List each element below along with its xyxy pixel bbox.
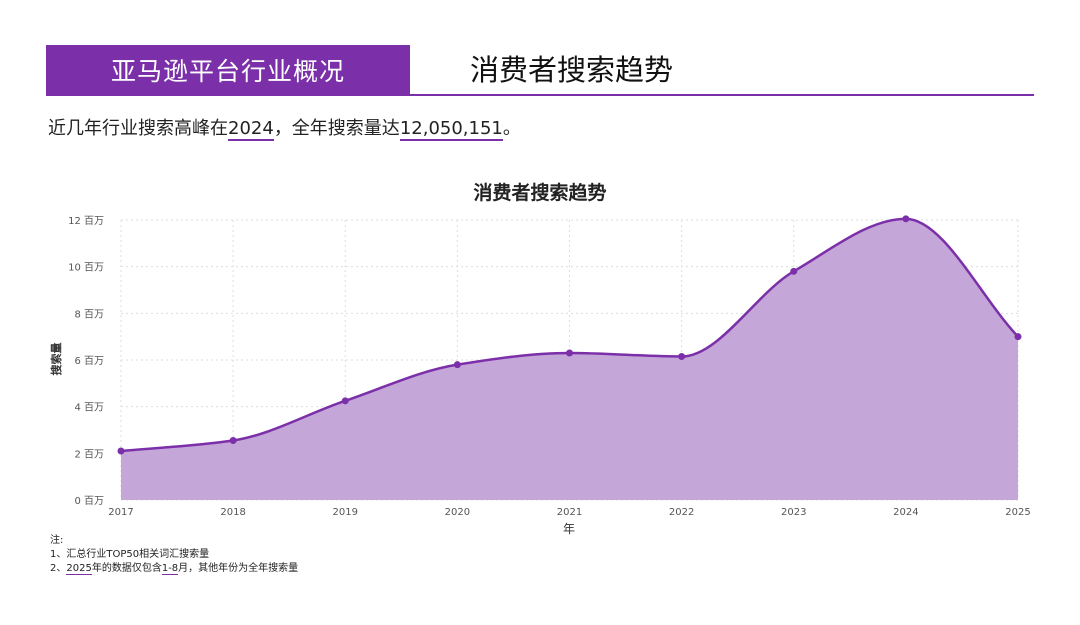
note-2-year: 2025 (66, 563, 92, 575)
notes-heading: 注: (50, 535, 64, 546)
data-point (341, 397, 349, 405)
y-tick-label: 4 百万 (74, 402, 104, 414)
x-tick-label: 2017 (108, 507, 133, 518)
x-axis-label: 年 (563, 522, 575, 535)
summary-peak-value: 12,050,151 (399, 118, 503, 141)
y-tick-label: 8 百万 (74, 308, 104, 320)
summary-text: 近几年行业搜索高峰在2024，全年搜索量达12,050,151。 (48, 116, 521, 142)
data-point (902, 215, 910, 223)
data-point (566, 349, 573, 357)
footnotes: 注: 1、汇总行业TOP50相关词汇搜索量 2、2025年的数据仅包含1-8月，… (50, 534, 298, 576)
data-point (117, 447, 125, 455)
x-tick-label: 2020 (445, 507, 470, 518)
section-tag: 亚马逊平台行业概况 (46, 45, 410, 94)
y-axis-label: 搜索量 (49, 343, 63, 376)
x-tick-label: 2019 (333, 507, 358, 518)
summary-part2: ，全年搜索量达 (273, 118, 400, 139)
note-1: 1、汇总行业TOP50相关词汇搜索量 (50, 549, 210, 560)
y-tick-label: 2 百万 (74, 448, 104, 460)
series-line (120, 217, 1019, 453)
x-tick-label: 2024 (893, 507, 918, 518)
search-trend-chart: 0 百万 2 百万 4 百万 6 百万 8 百万 10 百万 12 百万 2017 2018 2… (49, 181, 1031, 535)
summary-part1: 近几年行业搜索高峰在 (48, 118, 228, 139)
y-tick-label: 10 百万 (68, 262, 104, 274)
note-2-suffix: 月，其他年份为全年搜索量 (178, 563, 299, 574)
data-point (453, 361, 461, 369)
area-fill (121, 218, 1018, 501)
summary-part3: 。 (502, 118, 521, 139)
header-divider (46, 94, 1034, 96)
x-tick-label: 2023 (781, 507, 806, 518)
note-2-prefix: 2、 (50, 563, 67, 574)
page-title: 消费者搜索趋势 (470, 53, 674, 87)
data-point (1014, 333, 1022, 341)
note-2-mid: 年的数据仅包含 (91, 563, 162, 574)
chart-title: 消费者搜索趋势 (473, 181, 606, 204)
x-tick-label: 2022 (669, 507, 694, 518)
note-2-range: 1-8 (161, 563, 179, 575)
note-2: 2、2025年的数据仅包含1-8月，其他年份为全年搜索量 (50, 562, 298, 576)
summary-peak-year: 2024 (228, 118, 274, 141)
data-point (790, 267, 798, 275)
y-tick-label: 12 百万 (68, 215, 104, 227)
x-tick-label: 2018 (220, 507, 245, 518)
data-point (678, 353, 686, 360)
x-tick-label: 2025 (1005, 507, 1030, 518)
y-tick-label: 6 百万 (74, 355, 104, 367)
x-tick-label: 2021 (557, 507, 582, 518)
y-tick-label: 0 百万 (74, 495, 104, 507)
data-point (229, 437, 237, 444)
